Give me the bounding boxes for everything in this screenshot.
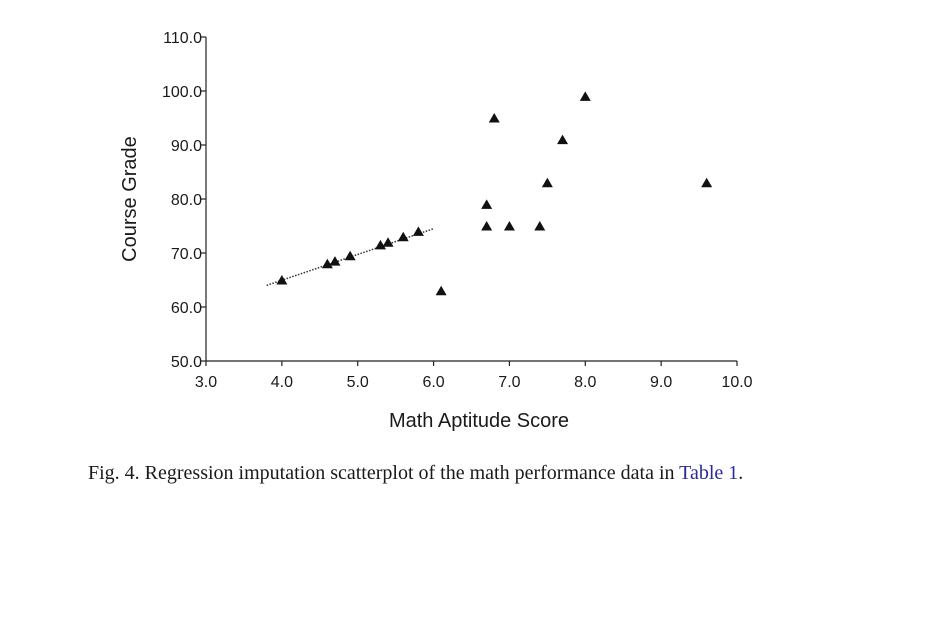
data-point (374, 239, 386, 250)
y-axis-title: Course Grade (119, 136, 141, 262)
data-point (488, 113, 500, 123)
scatterplot: 3.0 4.0 5.0 6.0 7.0 8.0 9.0 10.0 50.0 60.0 70.0 80… (119, 30, 753, 432)
x-tick-label: 9.0 (650, 374, 672, 391)
figure-caption: Fig. 4. Regression imputation scatterplo… (88, 462, 743, 485)
y-tick-label: 70.0 (171, 246, 202, 263)
x-tick-label: 7.0 (498, 374, 520, 391)
data-points (276, 91, 713, 296)
y-tick-label: 50.0 (171, 354, 202, 371)
y-axis-ticks: 50.0 60.0 70.0 80.0 90.0 100.0 110.0 (162, 30, 206, 371)
y-tick-label: 100.0 (162, 84, 202, 101)
data-point (481, 221, 493, 231)
y-tick-label: 80.0 (171, 192, 202, 209)
y-tick-label: 90.0 (171, 138, 202, 155)
data-point (344, 250, 356, 261)
x-tick-label: 3.0 (195, 374, 217, 391)
y-tick-label: 110.0 (163, 30, 202, 47)
data-point (541, 177, 553, 188)
caption-text: Fig. 4. Regression imputation scatterplo… (88, 462, 680, 484)
data-point (481, 199, 493, 209)
x-tick-label: 4.0 (271, 374, 293, 391)
data-point (701, 177, 713, 188)
x-tick-label: 8.0 (574, 374, 596, 391)
x-tick-label: 5.0 (347, 374, 369, 391)
data-point (503, 221, 515, 231)
x-axis-title: Math Aptitude Score (389, 410, 569, 432)
data-point (435, 285, 447, 296)
data-point (382, 237, 394, 247)
data-point (276, 275, 288, 285)
data-point (412, 226, 424, 236)
x-axis-ticks: 3.0 4.0 5.0 6.0 7.0 8.0 9.0 10.0 (195, 361, 753, 391)
data-point (579, 91, 591, 101)
data-point (321, 258, 333, 269)
data-point (329, 256, 341, 266)
x-tick-label: 10.0 (721, 374, 752, 391)
x-tick-label: 6.0 (422, 374, 444, 391)
y-tick-label: 60.0 (171, 300, 202, 317)
data-point (397, 231, 409, 242)
caption-suffix: . (738, 462, 744, 484)
table-link[interactable]: Table 1 (679, 462, 739, 484)
data-point (534, 221, 546, 231)
axes (205, 37, 737, 362)
data-point (557, 134, 569, 145)
